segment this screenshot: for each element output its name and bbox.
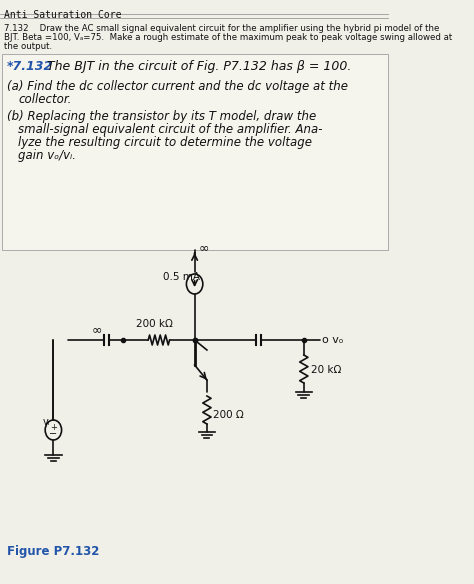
- Text: ∞: ∞: [92, 324, 102, 336]
- Text: (b) Replacing the transistor by its T model, draw the: (b) Replacing the transistor by its T mo…: [7, 110, 316, 123]
- Text: BJT. Beta =100, Vₐ=75.  Make a rough estimate of the maximum peak to peak voltag: BJT. Beta =100, Vₐ=75. Make a rough esti…: [4, 33, 452, 42]
- Text: 200 Ω: 200 Ω: [213, 410, 244, 420]
- FancyBboxPatch shape: [1, 54, 388, 250]
- Text: Anti Saturation Core: Anti Saturation Core: [4, 10, 122, 20]
- Text: *7.132: *7.132: [7, 60, 53, 73]
- Text: vᵢ: vᵢ: [43, 417, 50, 427]
- Text: o vₒ: o vₒ: [322, 335, 343, 345]
- Text: 200 kΩ: 200 kΩ: [137, 319, 173, 329]
- Text: collector.: collector.: [18, 93, 72, 106]
- Text: 0.5 mA: 0.5 mA: [164, 272, 201, 282]
- Text: 20 kΩ: 20 kΩ: [311, 365, 342, 375]
- Text: (a) Find the dc collector current and the dc voltage at the: (a) Find the dc collector current and th…: [7, 80, 347, 93]
- Text: −: −: [49, 429, 57, 439]
- Text: The BJT in the circuit of Fig. P7.132 has β = 100.: The BJT in the circuit of Fig. P7.132 ha…: [43, 60, 351, 73]
- Text: gain vₒ/vᵢ.: gain vₒ/vᵢ.: [18, 149, 76, 162]
- Text: the output.: the output.: [4, 42, 52, 51]
- Text: 7.132    Draw the AC small signal equivalent circuit for the amplifier using the: 7.132 Draw the AC small signal equivalen…: [4, 24, 439, 33]
- Text: lyze the resulting circuit to determine the voltage: lyze the resulting circuit to determine …: [18, 136, 312, 149]
- Text: +: +: [50, 422, 57, 432]
- Text: Figure P7.132: Figure P7.132: [7, 545, 99, 558]
- Text: small-signal equivalent circuit of the amplifier. Ana-: small-signal equivalent circuit of the a…: [18, 123, 323, 136]
- Text: ∞: ∞: [199, 242, 209, 255]
